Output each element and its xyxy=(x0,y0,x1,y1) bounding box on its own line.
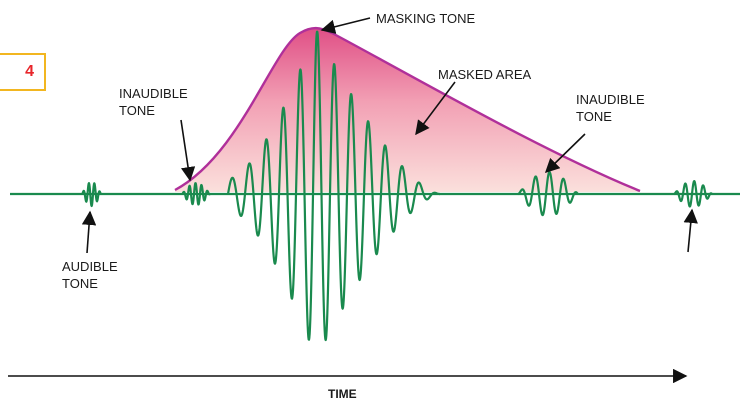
masked-area-label: MASKED AREA xyxy=(438,67,532,82)
masked-area-fill xyxy=(175,28,640,192)
masking-tone-arrow xyxy=(320,17,371,34)
inaudible-tone-right-label: INAUDIBLE TONE xyxy=(576,92,645,124)
inaudible-tone-left-label: INAUDIBLE TONE xyxy=(119,86,188,118)
audible-tone-left-burst xyxy=(81,182,102,208)
inaudible-tone-left-arrow xyxy=(180,119,196,182)
inaudible-tone-left-burst xyxy=(181,182,211,206)
masking-tone-burst xyxy=(226,30,441,342)
audible-tone-right-arrow xyxy=(683,208,698,253)
masked-area-arrow xyxy=(415,81,456,136)
audible-tone-label: AUDIBLE TONE xyxy=(62,259,118,291)
inaudible-tone-right-burst xyxy=(517,171,579,217)
figure-number: 4 xyxy=(25,63,34,80)
waveform xyxy=(81,30,713,342)
masking-tone-label: MASKING TONE xyxy=(376,11,476,26)
audible-tone-left-arrow xyxy=(81,210,97,254)
figure-number-box: 4 xyxy=(0,53,46,91)
audible-tone-right-burst xyxy=(673,180,713,208)
inaudible-tone-right-arrow xyxy=(544,133,586,174)
time-axis-label: TIME xyxy=(328,387,357,401)
